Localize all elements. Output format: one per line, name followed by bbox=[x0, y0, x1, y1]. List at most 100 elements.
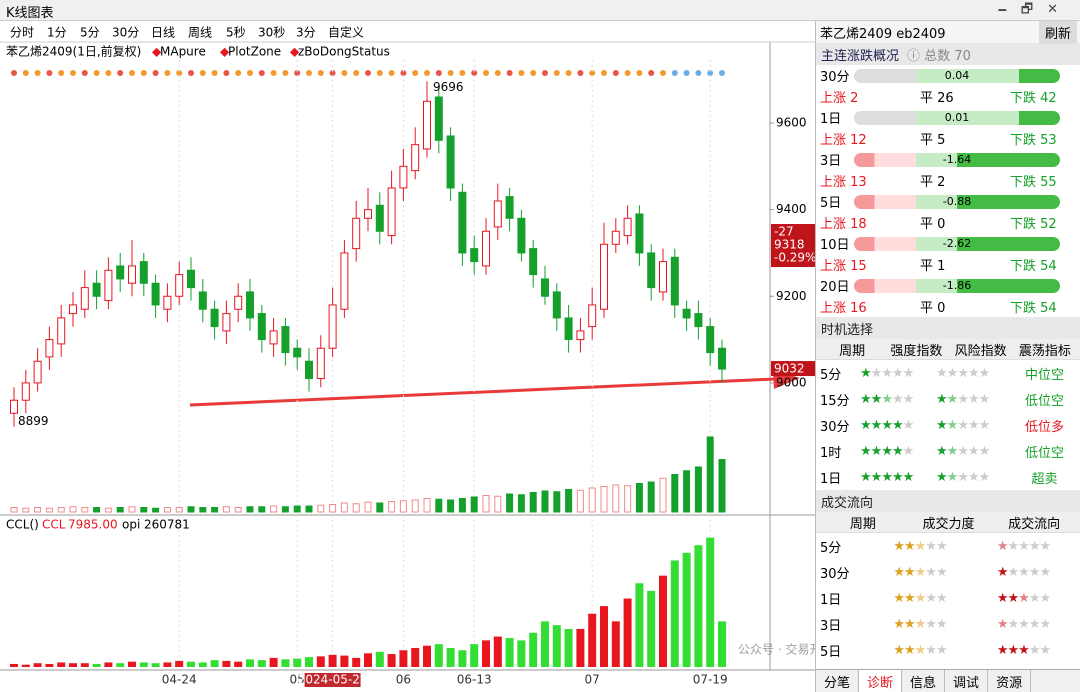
volume-bar bbox=[352, 503, 360, 513]
volume-bar bbox=[553, 491, 561, 513]
candle-body bbox=[423, 100, 431, 150]
last-price-box bbox=[771, 361, 815, 377]
volume-bar bbox=[211, 507, 219, 513]
toolbar-button[interactable]: 30分 bbox=[112, 26, 139, 40]
candle-body bbox=[635, 213, 644, 254]
total: ⓘ 总数 70 bbox=[907, 48, 971, 64]
flat: 平 1 bbox=[920, 255, 1010, 274]
toolbar-button[interactable]: 3分 bbox=[296, 26, 316, 40]
candle-body bbox=[564, 317, 573, 341]
volume-bar bbox=[234, 507, 242, 513]
flow-row: 1日 ★★★★★ ★★★★★ bbox=[816, 585, 1080, 611]
ccl-bar bbox=[139, 662, 148, 667]
signal: 低位多 bbox=[1024, 419, 1064, 435]
toolbar-button[interactable]: 1分 bbox=[47, 26, 67, 40]
volume-bar bbox=[694, 466, 702, 513]
tab[interactable]: 信息 bbox=[902, 670, 946, 692]
volume-bar bbox=[624, 485, 632, 513]
period: 5分 bbox=[820, 540, 842, 556]
period: 20日 bbox=[820, 280, 850, 295]
candle-body bbox=[647, 252, 656, 289]
stars: ★★★★★ bbox=[996, 564, 1051, 580]
indicator-name: zBoDongStatus bbox=[298, 45, 390, 59]
up-count: 13 bbox=[850, 175, 867, 190]
candle-body bbox=[21, 382, 30, 401]
stars: ★★★★★ bbox=[893, 590, 947, 606]
signal: 低位空 bbox=[1024, 393, 1064, 409]
quote-value: -0.29% bbox=[774, 251, 815, 265]
volume-bar bbox=[423, 498, 431, 513]
tab[interactable]: 调试 bbox=[945, 670, 989, 692]
volume-bar bbox=[447, 499, 455, 513]
header-cell: 风险指数 bbox=[954, 343, 1007, 359]
watermark: 公众号 · 交易开拓者TB bbox=[738, 642, 815, 657]
ccl-bar bbox=[611, 621, 620, 667]
timing-row: 1时 ★★★★★ ★★★★★ 低位空 bbox=[816, 438, 1080, 464]
stars: ★★★★★ bbox=[893, 642, 947, 658]
overview-bar-row: 3日 -1.64 bbox=[816, 149, 1080, 170]
candle-body bbox=[541, 278, 549, 297]
y-tick-label: 9000 bbox=[776, 375, 807, 389]
tab[interactable]: 资源 bbox=[988, 670, 1032, 692]
down: 下跌 54 bbox=[1010, 255, 1057, 274]
candle-body bbox=[69, 304, 77, 315]
toolbar-button[interactable]: 分时 bbox=[10, 26, 34, 40]
refresh-button[interactable]: 刷新 bbox=[1038, 20, 1077, 44]
tab[interactable]: 分笔 bbox=[816, 670, 860, 692]
volume-bar bbox=[612, 484, 620, 513]
stars: ★★★★★ bbox=[936, 391, 990, 407]
toolbar-button[interactable]: 30秒 bbox=[258, 26, 285, 40]
status-dot bbox=[223, 70, 230, 76]
flow-row: 30分 ★★★★★ ★★★★★ bbox=[816, 559, 1080, 585]
ccl-bar bbox=[434, 644, 443, 667]
candle-body bbox=[352, 217, 361, 250]
candle-body bbox=[576, 330, 585, 341]
status-dot bbox=[152, 70, 159, 76]
candle-body bbox=[80, 287, 89, 310]
status-dot bbox=[188, 70, 194, 76]
flat-count: 5 bbox=[937, 133, 946, 148]
status-dot bbox=[671, 70, 678, 76]
status-dot bbox=[58, 70, 65, 76]
toolbar-button[interactable]: 5分 bbox=[80, 26, 100, 40]
change-bar: -0.88 bbox=[854, 194, 1060, 209]
ccl-bar bbox=[670, 560, 679, 667]
candle-body bbox=[316, 347, 325, 380]
ccl-bar bbox=[316, 656, 325, 667]
toolbar-button[interactable]: 日线 bbox=[151, 26, 175, 40]
ccl-bar bbox=[352, 657, 361, 667]
volume-bar bbox=[81, 507, 89, 513]
tab[interactable]: 诊断 bbox=[859, 670, 903, 692]
candle-body bbox=[10, 399, 18, 414]
up-count: 16 bbox=[850, 301, 867, 316]
ccl-bar bbox=[57, 662, 66, 667]
timing-title: 时机选择 bbox=[821, 322, 874, 338]
status-dot bbox=[412, 70, 419, 76]
stars: ★★★★★ bbox=[893, 538, 947, 554]
status-dot bbox=[329, 70, 336, 76]
candle-body bbox=[411, 144, 420, 172]
chart-bg bbox=[0, 42, 815, 692]
status-dot bbox=[695, 70, 702, 76]
status-dot bbox=[129, 70, 135, 76]
header-cell: 成交力度 bbox=[922, 516, 975, 532]
toolbar-button[interactable]: 周线 bbox=[188, 26, 212, 40]
status-dot bbox=[553, 70, 560, 76]
window-controls[interactable]: 🗕🗗✕ bbox=[997, 2, 1072, 17]
toolbar-button[interactable]: 自定义 bbox=[328, 25, 364, 40]
volume-bar bbox=[517, 494, 525, 513]
ccl-bar bbox=[328, 654, 337, 667]
ccl-bar bbox=[718, 621, 726, 667]
status-dot bbox=[11, 70, 17, 76]
ccl-bar bbox=[458, 650, 467, 667]
volume-bar bbox=[329, 504, 337, 513]
ccl-bar bbox=[588, 613, 597, 667]
timing-row: 15分 ★★★★★ ★★★★★ 低位空 bbox=[816, 386, 1080, 412]
volume-bar bbox=[376, 502, 384, 513]
timing-row: 30分 ★★★★★ ★★★★★ 低位多 bbox=[816, 412, 1080, 438]
toolbar-button[interactable]: 5秒 bbox=[226, 26, 246, 40]
flat-label: 平 bbox=[920, 91, 934, 106]
status-dot bbox=[140, 70, 147, 76]
stars: ★★★★★ bbox=[996, 590, 1051, 606]
